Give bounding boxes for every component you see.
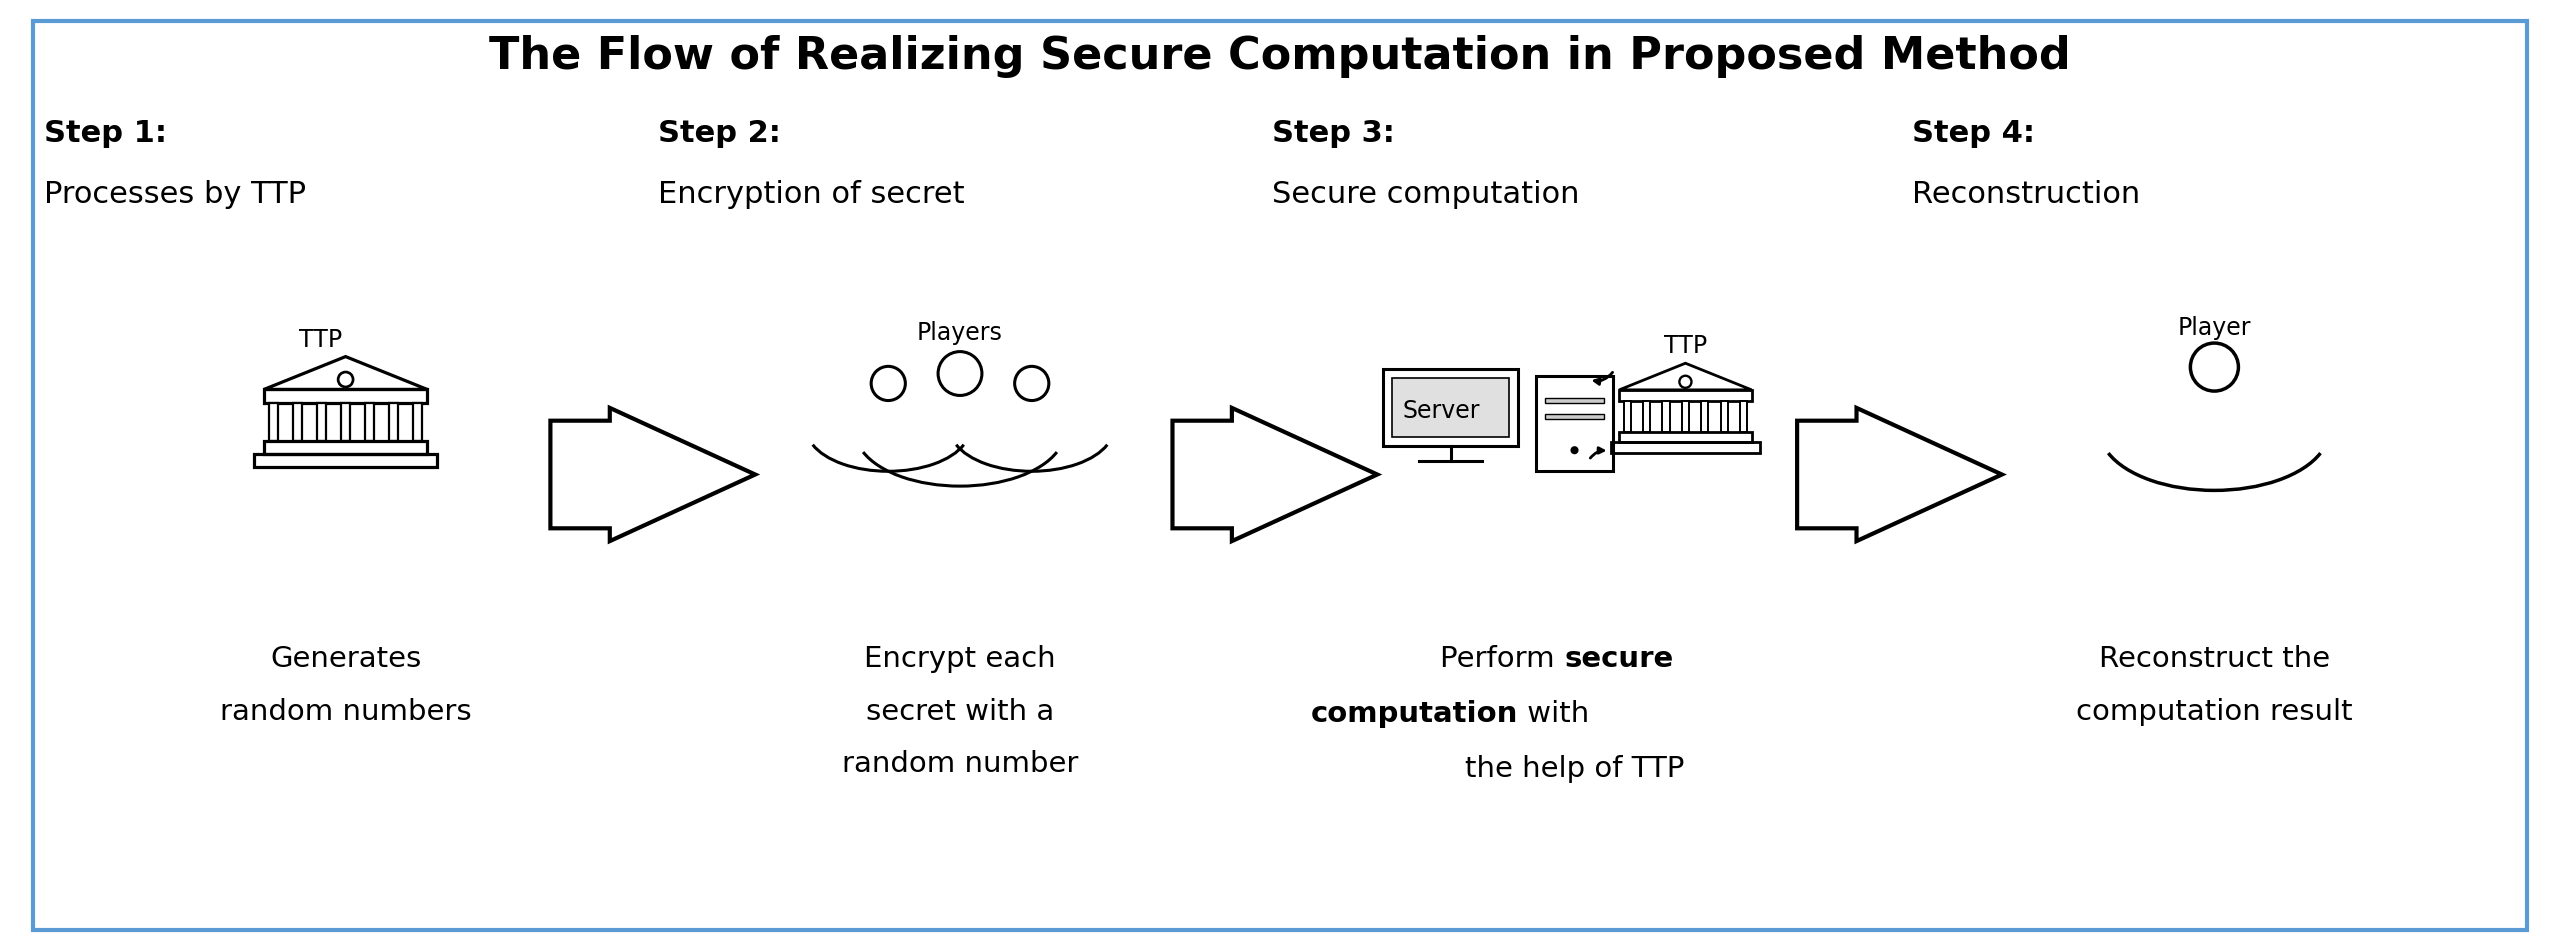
Bar <box>1682 401 1690 432</box>
Polygon shape <box>1797 408 2002 541</box>
Text: random number: random number <box>842 750 1078 778</box>
Bar <box>1546 414 1603 419</box>
Bar <box>1536 377 1613 471</box>
Ellipse shape <box>1569 446 1580 455</box>
Polygon shape <box>550 408 755 541</box>
Text: Player: Player <box>2179 316 2250 340</box>
Bar <box>366 403 374 441</box>
Text: Processes by TTP: Processes by TTP <box>44 180 305 210</box>
Bar <box>253 455 438 467</box>
Bar <box>294 403 302 441</box>
Text: the help of TTP: the help of TTP <box>1464 755 1684 784</box>
Bar <box>412 403 422 441</box>
Text: with: with <box>1518 700 1590 729</box>
Bar <box>389 403 397 441</box>
Text: Perform: Perform <box>1441 645 1564 674</box>
Bar <box>1741 401 1748 432</box>
Text: Players: Players <box>916 321 1004 344</box>
Text: The Flow of Realizing Secure Computation in Proposed Method: The Flow of Realizing Secure Computation… <box>489 35 2071 79</box>
Bar <box>1623 401 1631 432</box>
Bar <box>1720 401 1728 432</box>
Text: TTP: TTP <box>300 327 343 351</box>
Text: Encrypt each: Encrypt each <box>865 645 1055 674</box>
Bar <box>1702 401 1708 432</box>
Bar <box>1644 401 1651 432</box>
Text: Secure computation: Secure computation <box>1272 180 1580 210</box>
Polygon shape <box>1172 408 1377 541</box>
Bar <box>317 403 325 441</box>
Bar <box>1382 369 1518 446</box>
Text: Generates: Generates <box>269 645 422 674</box>
Bar <box>1546 398 1603 403</box>
Bar <box>1620 390 1751 401</box>
Bar <box>1393 379 1510 437</box>
Bar <box>264 389 428 403</box>
Bar <box>1661 401 1669 432</box>
Text: Step 3:: Step 3: <box>1272 119 1395 148</box>
Bar <box>340 403 351 441</box>
Text: Step 1:: Step 1: <box>44 119 166 148</box>
Text: Server: Server <box>1403 400 1480 423</box>
Bar <box>264 441 428 455</box>
Text: Step 2:: Step 2: <box>658 119 781 148</box>
Text: random numbers: random numbers <box>220 698 471 726</box>
Text: Step 4:: Step 4: <box>1912 119 2035 148</box>
Text: TTP: TTP <box>1664 334 1708 358</box>
Bar <box>1610 442 1759 453</box>
Text: Reconstruction: Reconstruction <box>1912 180 2140 210</box>
Text: secret with a: secret with a <box>865 698 1055 726</box>
Text: computation result: computation result <box>2076 698 2353 726</box>
Text: computation: computation <box>1311 700 1518 729</box>
FancyBboxPatch shape <box>33 21 2527 930</box>
Text: Encryption of secret: Encryption of secret <box>658 180 965 210</box>
Bar <box>1620 432 1751 442</box>
Text: Reconstruct the: Reconstruct the <box>2099 645 2330 674</box>
Text: secure: secure <box>1564 645 1674 674</box>
Bar <box>269 403 279 441</box>
